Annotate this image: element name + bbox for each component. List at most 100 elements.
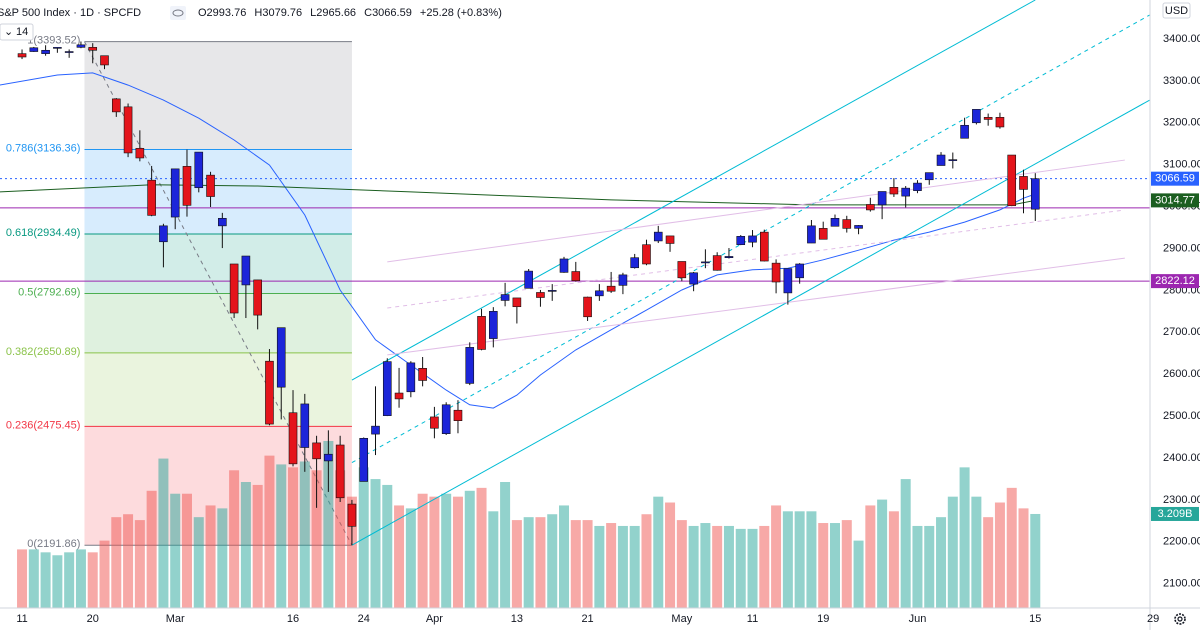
legend-close: C3066.59 bbox=[364, 7, 412, 19]
x-tick-label: Mar bbox=[166, 613, 185, 625]
candle-body bbox=[677, 261, 687, 279]
volume-bar bbox=[806, 511, 817, 608]
volume-bar bbox=[17, 549, 28, 608]
volume-bar bbox=[64, 552, 75, 608]
gear-outer bbox=[1174, 613, 1186, 625]
candle-body bbox=[512, 297, 522, 308]
volume-bar bbox=[735, 528, 746, 608]
y-tick-label: 2700.00 bbox=[1163, 326, 1200, 338]
candle-body bbox=[606, 285, 616, 292]
candle-body bbox=[712, 255, 722, 271]
candle-body bbox=[241, 255, 251, 286]
fib-level-label: 1(3393.52) bbox=[27, 35, 80, 47]
fib-level-label: 0.618(2934.49) bbox=[6, 227, 81, 239]
candle-body bbox=[736, 236, 746, 246]
candle-body bbox=[382, 361, 392, 416]
volume-bar bbox=[535, 517, 546, 608]
fib-band bbox=[84, 234, 352, 294]
fib-level-label: 0.5(2792.69) bbox=[18, 286, 80, 298]
currency-box[interactable] bbox=[1162, 2, 1191, 19]
candle-body bbox=[182, 166, 192, 206]
candle-body bbox=[359, 437, 369, 482]
candle-body bbox=[583, 296, 592, 318]
candle-body bbox=[406, 362, 416, 393]
candle-body bbox=[324, 453, 333, 462]
volume-bar bbox=[782, 511, 793, 608]
volume-bar bbox=[912, 525, 923, 608]
volume-bar bbox=[959, 467, 970, 608]
volume-bar bbox=[158, 458, 169, 608]
candle-body bbox=[300, 403, 310, 448]
candle-body bbox=[29, 47, 39, 52]
volume-bar bbox=[947, 496, 958, 608]
x-tick-label: 20 bbox=[87, 613, 99, 625]
candle-body bbox=[854, 225, 863, 229]
y-tick-label: 3100.00 bbox=[1163, 159, 1200, 171]
candle-body bbox=[830, 218, 840, 227]
candle-body bbox=[41, 49, 50, 54]
volume-bar bbox=[252, 484, 263, 608]
volume-bar bbox=[205, 505, 216, 608]
candle-body bbox=[536, 292, 545, 298]
volume-bar bbox=[288, 467, 299, 608]
moving-average-line bbox=[0, 184, 1036, 206]
volume-bar bbox=[1006, 487, 1017, 608]
fib-level-label: 0(2191.86) bbox=[27, 538, 80, 550]
volume-bar bbox=[582, 520, 593, 608]
candle-body bbox=[1007, 154, 1017, 207]
volume-bar bbox=[559, 505, 570, 608]
volume-bar bbox=[181, 493, 192, 608]
candle-body bbox=[653, 231, 663, 242]
volume-bar bbox=[523, 517, 534, 608]
volume-tag-box bbox=[1151, 506, 1199, 521]
volume-bar bbox=[983, 517, 994, 608]
volume-bar bbox=[28, 549, 39, 608]
candle-body bbox=[135, 148, 145, 159]
volume-bar bbox=[747, 528, 758, 608]
candle-body bbox=[441, 404, 451, 434]
volume-bar bbox=[888, 511, 899, 608]
trend-line bbox=[387, 257, 1125, 356]
candle-body bbox=[818, 228, 828, 240]
candle-body bbox=[665, 235, 675, 244]
candle-body bbox=[936, 154, 946, 166]
candle-body bbox=[701, 261, 710, 264]
trend-line bbox=[387, 159, 1125, 263]
candle-body bbox=[559, 258, 569, 273]
volume-bar bbox=[688, 525, 699, 608]
candle-body bbox=[312, 442, 321, 460]
indicator-toggle[interactable] bbox=[0, 23, 34, 41]
indicator-count: 14 bbox=[16, 26, 28, 38]
candle-body bbox=[76, 44, 86, 48]
candle-body bbox=[288, 412, 298, 465]
legend-high: H3079.76 bbox=[254, 7, 302, 19]
volume-bar bbox=[853, 540, 864, 608]
volume-bar bbox=[488, 511, 499, 608]
candle-body bbox=[276, 327, 286, 388]
x-tick-label: 19 bbox=[817, 613, 829, 625]
candle-body bbox=[983, 117, 993, 120]
volume-bar bbox=[829, 523, 840, 608]
fib-band bbox=[84, 352, 352, 427]
x-tick-label: 13 bbox=[511, 613, 523, 625]
candle-body bbox=[17, 53, 27, 58]
gear-inner bbox=[1177, 616, 1183, 622]
fib-trend-line bbox=[84, 41, 353, 546]
volume-bar bbox=[665, 502, 676, 608]
fib-level-label: 0.382(2650.89) bbox=[6, 346, 81, 358]
volume-bar bbox=[877, 499, 888, 608]
candle-body bbox=[783, 268, 793, 294]
volume-bar bbox=[476, 487, 487, 608]
candle-body bbox=[430, 416, 439, 429]
volume-bar bbox=[865, 505, 876, 608]
volume-bar bbox=[146, 490, 157, 608]
candle-body bbox=[489, 311, 498, 339]
candle-body bbox=[253, 279, 262, 316]
time-axis bbox=[0, 608, 1150, 630]
settings-icon[interactable] bbox=[1174, 613, 1186, 625]
y-tick-label: 3300.00 bbox=[1163, 75, 1200, 87]
ma-price-tag-box bbox=[1151, 193, 1199, 208]
volume-bar bbox=[99, 540, 110, 608]
visibility-button[interactable] bbox=[170, 6, 186, 20]
candle-body bbox=[194, 151, 204, 189]
